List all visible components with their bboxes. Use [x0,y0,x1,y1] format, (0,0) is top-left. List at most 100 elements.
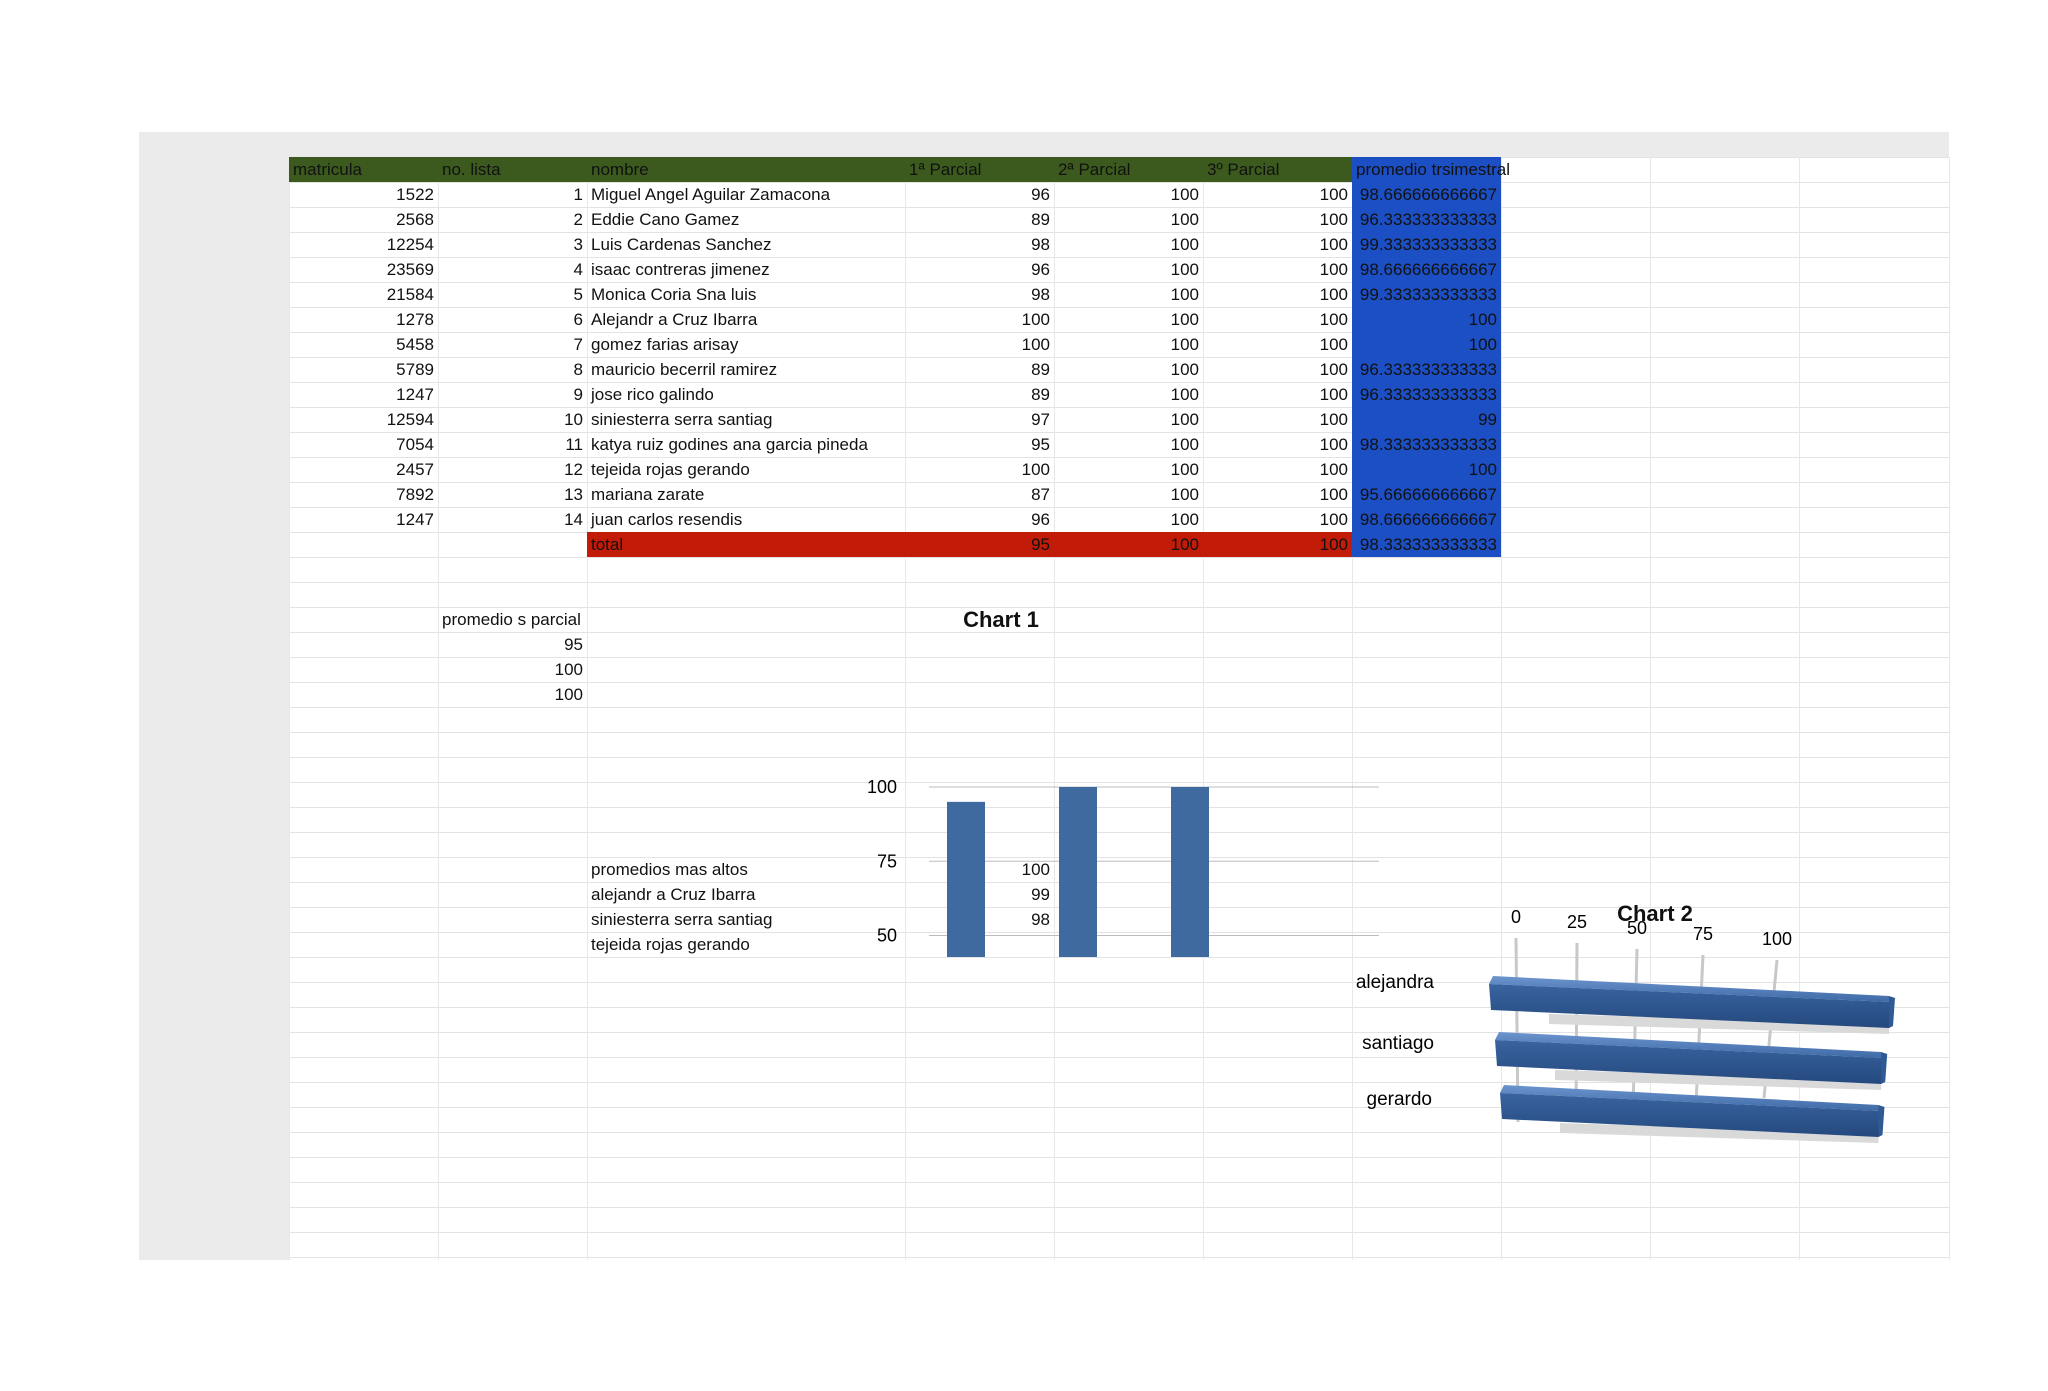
table-cell[interactable]: 100 [1319,285,1348,304]
promedio-parcial-value[interactable]: 95 [564,635,583,654]
table-cell[interactable]: 100 [1170,185,1199,204]
chart-1-bar[interactable] [1171,787,1209,957]
student-name-cell[interactable]: juan carlos resendis [591,510,743,529]
student-name-cell[interactable]: siniesterra serra santiag [591,410,773,429]
student-name-cell[interactable]: tejeida rojas gerando [591,460,750,479]
table-cell[interactable]: 96 [1031,510,1050,529]
table-cell[interactable]: 12594 [386,410,434,429]
table-cell[interactable]: 99.333333333333 [1352,232,1501,257]
column-header[interactable]: matricula [289,157,438,182]
promedios-altos-value[interactable]: 99 [1031,885,1050,904]
column-header[interactable]: promedio trsimestral [1352,157,1510,182]
table-cell[interactable]: 100 [1319,435,1348,454]
table-cell[interactable]: 1247 [396,510,434,529]
table-cell[interactable]: 98.666666666667 [1352,182,1501,207]
promedio-parcial-value[interactable]: 100 [554,685,583,704]
table-cell[interactable]: 89 [1031,385,1050,404]
chart-1-bar[interactable] [1059,787,1097,957]
table-cell[interactable]: 96 [1031,260,1050,279]
table-cell[interactable]: 1247 [396,385,434,404]
table-cell[interactable]: 100 [1319,485,1348,504]
student-name-cell[interactable]: mariana zarate [591,485,705,504]
table-cell[interactable]: 98 [1031,235,1050,254]
promedios-altos-name[interactable]: alejandr a Cruz Ibarra [591,885,756,904]
promedio-parcial-label[interactable]: promedio s parcial [442,610,581,629]
table-cell[interactable]: 4 [573,260,583,279]
table-cell[interactable]: 100 [1021,335,1050,354]
student-name-cell[interactable]: Luis Cardenas Sanchez [591,235,772,254]
promedios-altos-name[interactable]: tejeida rojas gerando [591,935,750,954]
table-cell[interactable]: 13 [564,485,583,504]
table-cell[interactable]: 89 [1031,210,1050,229]
column-header[interactable]: 2ª Parcial [1054,157,1203,182]
table-cell[interactable]: 99.333333333333 [1352,282,1501,307]
table-cell[interactable]: 100 [1170,460,1199,479]
table-cell[interactable]: 100 [1319,410,1348,429]
table-cell[interactable]: 99 [1352,407,1501,432]
table-cell[interactable]: 96 [1031,185,1050,204]
table-cell[interactable]: 100 [1319,210,1348,229]
table-cell[interactable]: 95.666666666667 [1352,482,1501,507]
table-cell[interactable]: 1522 [396,185,434,204]
table-cell[interactable]: 100 [1319,385,1348,404]
student-name-cell[interactable]: Alejandr a Cruz Ibarra [591,310,758,329]
table-cell[interactable]: 100 [1319,260,1348,279]
promedios-altos-label[interactable]: promedios mas altos [591,860,748,879]
table-cell[interactable]: 100 [1021,310,1050,329]
table-cell[interactable]: 98.666666666667 [1352,507,1501,532]
table-cell[interactable]: 1278 [396,310,434,329]
table-cell[interactable]: 100 [1170,410,1199,429]
promedios-altos-name[interactable]: siniesterra serra santiag [591,910,773,929]
student-name-cell[interactable]: katya ruiz godines ana garcia pineda [591,435,868,454]
table-cell[interactable]: 95 [1031,435,1050,454]
table-cell[interactable]: 7 [573,335,583,354]
table-cell[interactable]: 2 [573,210,583,229]
total-cell[interactable]: 100 [1203,532,1352,557]
table-cell[interactable]: 98.666666666667 [1352,257,1501,282]
table-cell[interactable]: 21584 [386,285,434,304]
table-cell[interactable]: 1 [573,185,583,204]
table-cell[interactable]: 100 [1319,460,1348,479]
table-cell[interactable]: 100 [1170,510,1199,529]
total-cell[interactable]: 98.333333333333 [1352,532,1501,557]
chart-2-bar[interactable] [1489,976,1895,1034]
table-cell[interactable]: 100 [1352,332,1501,357]
table-cell[interactable]: 100 [1170,260,1199,279]
table-cell[interactable]: 96.333333333333 [1352,357,1501,382]
table-cell[interactable]: 98.333333333333 [1352,432,1501,457]
chart-2-bar[interactable] [1500,1085,1885,1143]
table-cell[interactable]: 100 [1352,457,1501,482]
table-cell[interactable]: 100 [1319,235,1348,254]
table-cell[interactable]: 98 [1031,285,1050,304]
chart-2-bar[interactable] [1495,1032,1888,1090]
promedios-altos-value[interactable]: 98 [1031,910,1050,929]
total-cell[interactable]: 100 [1054,532,1203,557]
student-name-cell[interactable]: jose rico galindo [591,385,714,404]
table-cell[interactable]: 10 [564,410,583,429]
total-cell[interactable]: 95 [905,532,1054,557]
table-cell[interactable]: 100 [1170,310,1199,329]
table-cell[interactable]: 9 [573,385,583,404]
table-cell[interactable]: 100 [1170,210,1199,229]
student-name-cell[interactable]: mauricio becerril ramirez [591,360,778,379]
promedio-parcial-value[interactable]: 100 [554,660,583,679]
table-cell[interactable]: 14 [564,510,583,529]
table-cell[interactable]: 100 [1170,385,1199,404]
table-cell[interactable]: 100 [1170,285,1199,304]
table-cell[interactable]: 100 [1021,460,1050,479]
table-cell[interactable]: 11 [565,435,583,454]
total-label-cell[interactable]: total [587,532,905,557]
student-name-cell[interactable]: gomez farias arisay [591,335,739,354]
table-cell[interactable]: 96.333333333333 [1352,207,1501,232]
table-cell[interactable]: 100 [1170,485,1199,504]
table-cell[interactable]: 5 [573,285,583,304]
table-cell[interactable]: 6 [573,310,583,329]
student-name-cell[interactable]: Eddie Cano Gamez [591,210,740,229]
table-cell[interactable]: 100 [1319,510,1348,529]
student-name-cell[interactable]: Monica Coria Sna luis [591,285,757,304]
table-cell[interactable]: 100 [1170,235,1199,254]
column-header[interactable]: nombre [587,157,905,182]
table-cell[interactable]: 5789 [396,360,434,379]
table-cell[interactable]: 100 [1319,185,1348,204]
